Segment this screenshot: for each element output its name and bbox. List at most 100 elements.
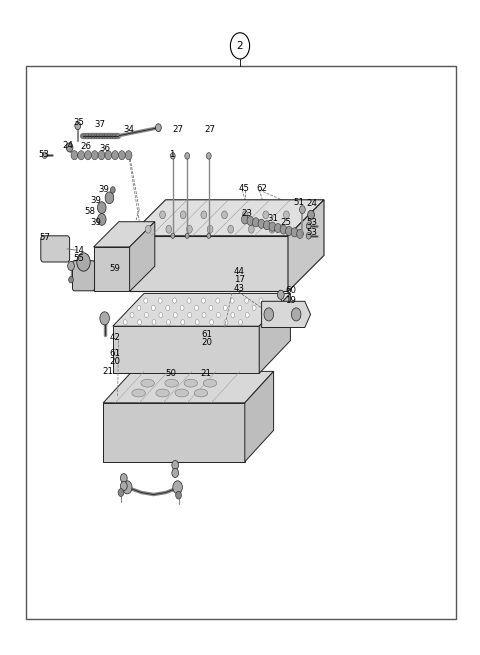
Circle shape [151,305,155,310]
Circle shape [209,305,213,310]
Circle shape [185,233,189,238]
Circle shape [247,216,254,225]
Circle shape [238,305,241,310]
Ellipse shape [132,389,145,397]
Circle shape [306,223,311,229]
Text: 61: 61 [109,348,120,358]
Polygon shape [130,221,155,291]
Text: 50: 50 [166,369,177,378]
Circle shape [167,320,170,325]
Circle shape [222,211,228,219]
Circle shape [207,233,211,238]
Circle shape [97,202,106,214]
Polygon shape [245,371,274,462]
Circle shape [249,225,254,233]
Text: 36: 36 [100,143,111,153]
Circle shape [242,211,248,219]
Circle shape [119,151,125,160]
Circle shape [42,152,47,159]
Circle shape [156,124,161,132]
Circle shape [269,225,275,233]
Circle shape [158,298,162,303]
Circle shape [291,228,298,237]
Circle shape [231,312,235,318]
Polygon shape [130,200,324,236]
FancyBboxPatch shape [72,261,95,291]
Circle shape [144,312,148,318]
Circle shape [122,481,132,494]
Circle shape [223,305,227,310]
Bar [26,66,456,619]
Circle shape [130,312,134,318]
Ellipse shape [141,379,155,387]
Circle shape [264,221,270,230]
Text: 39: 39 [90,217,101,227]
Polygon shape [94,247,130,291]
Text: 19: 19 [285,296,296,305]
Circle shape [252,305,256,310]
Polygon shape [288,200,324,291]
Circle shape [166,305,169,310]
Polygon shape [113,326,259,373]
Circle shape [166,225,172,233]
Text: 21: 21 [201,369,212,378]
Circle shape [173,298,177,303]
Ellipse shape [156,389,169,397]
Text: 43: 43 [234,284,245,293]
Circle shape [201,211,207,219]
Text: 55: 55 [73,253,84,263]
Circle shape [216,312,220,318]
Circle shape [202,312,206,318]
Text: 21: 21 [103,367,114,376]
Circle shape [145,225,151,233]
Circle shape [66,143,73,152]
Circle shape [263,211,269,219]
Circle shape [195,320,199,325]
Circle shape [98,151,105,160]
Circle shape [172,468,179,477]
Text: 53: 53 [306,218,317,227]
Circle shape [170,153,175,159]
Text: 1: 1 [169,150,174,159]
Circle shape [138,320,142,325]
Text: 24: 24 [306,198,317,208]
Text: 39: 39 [90,196,101,205]
Circle shape [173,312,177,318]
Polygon shape [130,236,288,291]
FancyBboxPatch shape [41,236,70,262]
Circle shape [245,312,249,318]
Circle shape [75,122,81,130]
Circle shape [160,211,166,219]
Circle shape [173,481,182,494]
Polygon shape [259,293,290,373]
Circle shape [252,217,259,227]
Text: 37: 37 [94,120,105,129]
Circle shape [171,233,175,238]
Circle shape [71,151,78,160]
Text: 57: 57 [40,233,51,242]
Circle shape [194,305,198,310]
Text: 25: 25 [281,218,292,227]
Text: 59: 59 [109,264,120,273]
Circle shape [123,320,127,325]
Polygon shape [103,403,245,462]
Polygon shape [113,293,290,326]
Text: 17: 17 [234,275,245,284]
Text: 27: 27 [173,125,184,134]
Circle shape [258,219,265,229]
Text: 26: 26 [81,141,92,151]
Circle shape [180,305,184,310]
Circle shape [228,225,234,233]
Circle shape [110,187,115,193]
Circle shape [187,298,191,303]
Circle shape [180,211,186,219]
Circle shape [206,153,211,159]
Circle shape [230,298,234,303]
Circle shape [188,312,192,318]
Text: 35: 35 [73,118,84,127]
Text: 34: 34 [124,125,135,134]
Circle shape [137,305,141,310]
Text: 45: 45 [239,184,250,193]
Circle shape [207,225,213,233]
Circle shape [245,298,249,303]
